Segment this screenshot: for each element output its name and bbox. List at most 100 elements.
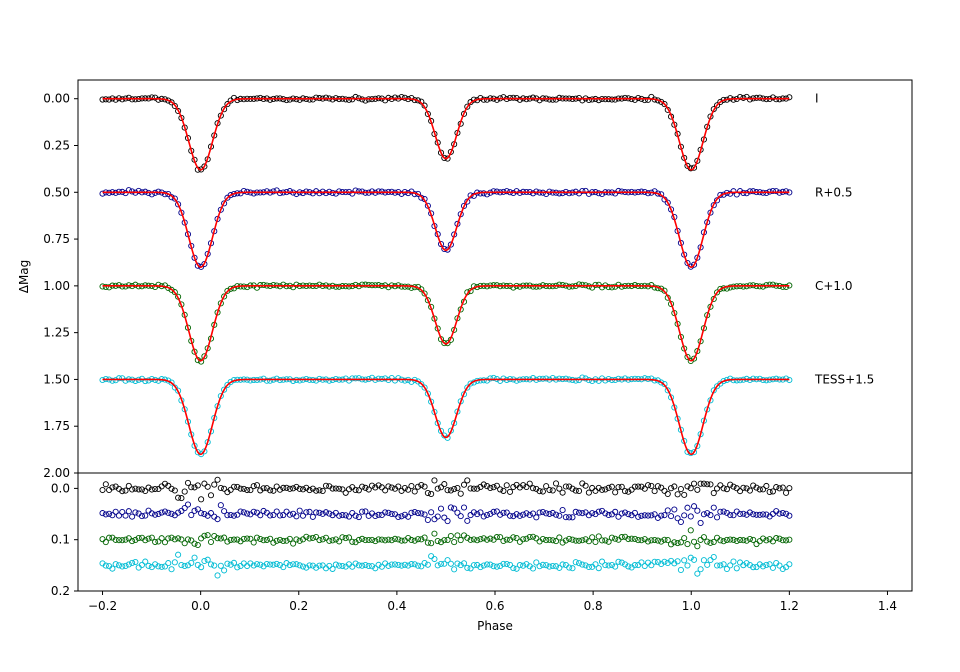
data-point [516,283,523,290]
residual-point [483,511,491,519]
residual-point [244,535,251,542]
residual-point [395,561,402,568]
residual-point [286,535,293,542]
residual-point [661,487,668,494]
data-point [529,94,537,101]
residual-point [773,535,780,542]
data-point [198,358,205,365]
residual-point [385,483,392,490]
residual-point [579,510,586,517]
data-point [605,284,612,291]
residual-point [569,485,576,492]
residual-point [431,530,438,537]
residual-point [710,538,717,546]
residual-point [727,536,734,543]
residual-point [313,533,320,541]
data-point [691,164,698,171]
residual-point [155,538,162,545]
residual-point [598,486,606,493]
residual-point [102,562,109,569]
residual-series-0 [99,476,793,503]
residual-point [760,486,767,493]
residual-point [740,537,747,544]
residual-point [664,559,671,566]
data-point [756,94,763,101]
residual-point [631,509,638,516]
data-point [171,102,178,109]
data-point [270,188,277,195]
residual-point [165,509,172,516]
residual-point [786,536,793,543]
residual-point [668,541,675,548]
data-point [546,96,553,103]
residual-point [546,486,553,494]
residual-point [145,562,152,569]
residual-panel: 0.0 0.1 0.2 −0.2 0.0 0.2 0.4 0.6 0.8 1.0 1.2 1.4 [51,472,913,613]
residual-point [779,565,786,573]
residual-point [421,534,428,541]
residual-point [543,483,550,490]
residual-point [155,563,162,570]
residual-point [687,485,694,492]
residual-point [339,486,346,493]
residual-point [326,562,333,569]
residual-point [221,567,228,574]
residual-point [549,562,556,570]
data-point [359,281,366,288]
residual-point [319,536,326,543]
data-point [385,284,392,291]
residual-point [102,511,109,518]
residual-point [230,536,238,543]
data-point [398,190,405,197]
residual-point [122,512,129,519]
data-point [612,96,619,103]
data-point [365,281,372,288]
residual-point [503,536,510,543]
residual-point [730,512,737,519]
residual-point [418,536,425,543]
residual-point [500,560,507,567]
residual-point [250,562,257,569]
residual-point [181,488,188,495]
residual-point [313,487,320,494]
residual-point [201,557,208,565]
residual-point [152,511,159,518]
residual-point [112,536,119,543]
residual-point [641,562,648,570]
residual-point [615,513,622,520]
residual-point [526,511,533,518]
residual-point [546,510,553,517]
residual-point [487,484,494,491]
residual-point [710,490,717,497]
residual-point [411,488,418,495]
residual-point [720,485,727,492]
residual-point [431,477,438,484]
residual-point [257,512,264,519]
residual-point [727,562,734,569]
residual-point [234,483,241,491]
residual-point [175,535,182,542]
residual-point [244,510,251,517]
residual-point [743,537,750,544]
residual-point [668,513,675,520]
residual-point [500,509,507,516]
residual-point [424,539,431,546]
residual-point [460,560,468,567]
residual-point [506,561,514,568]
data-point [221,386,228,393]
residual-point [168,510,175,517]
residual-point [125,561,132,568]
residual-point [293,483,300,490]
residual-point [513,511,520,518]
data-point [290,377,297,384]
residual-point [474,537,481,544]
residual-point [171,536,178,543]
data-point [296,377,303,384]
data-point [529,190,537,197]
residual-point [115,562,123,569]
residual-point [336,538,343,545]
residual-point [477,509,484,516]
x-tick-label: 1.0 [682,599,701,613]
residual-point [221,534,228,541]
residual-point [585,512,592,519]
